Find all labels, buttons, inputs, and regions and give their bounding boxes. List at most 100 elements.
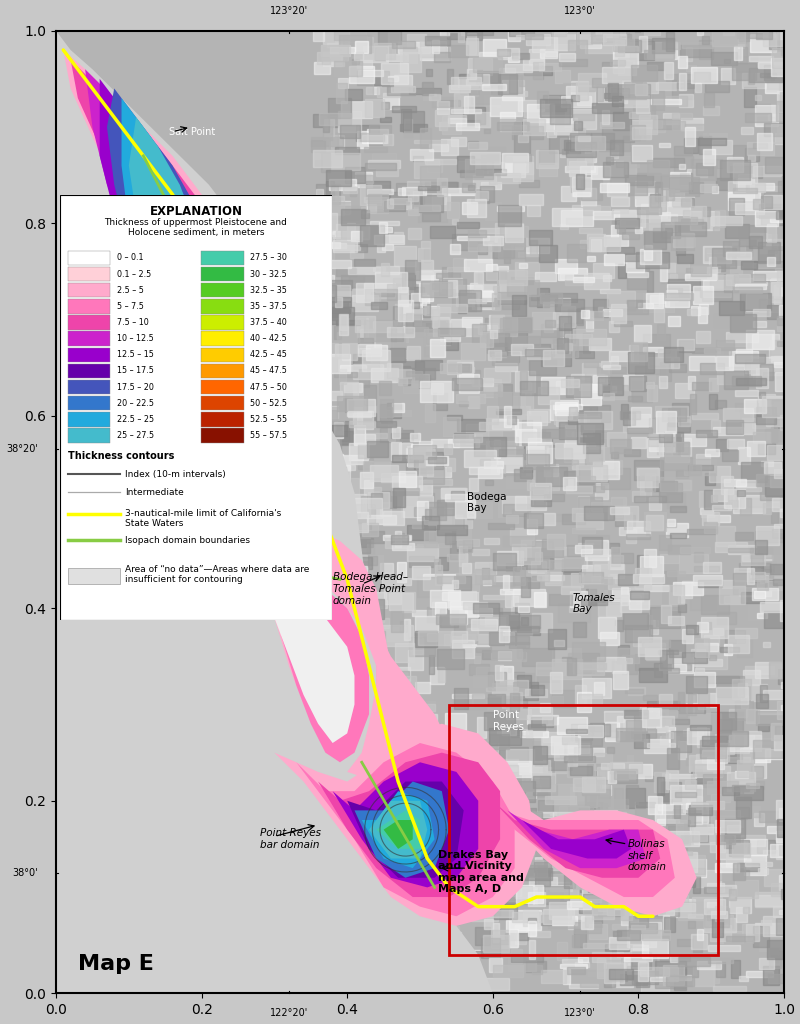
Bar	[686, 476, 703, 494]
Bar	[498, 450, 524, 456]
Bar	[355, 694, 386, 708]
Bar	[467, 33, 475, 53]
Bar	[758, 133, 772, 151]
Bar	[553, 311, 560, 329]
Bar	[688, 376, 695, 389]
Bar	[418, 210, 447, 222]
Bar	[722, 788, 743, 800]
Bar	[526, 962, 546, 973]
Bar	[696, 755, 722, 768]
Bar	[661, 605, 671, 623]
Bar	[388, 369, 411, 378]
Bar	[442, 187, 474, 196]
Bar	[753, 432, 771, 442]
Bar	[740, 748, 770, 762]
Bar	[780, 671, 796, 684]
Bar	[656, 606, 671, 626]
Bar	[687, 728, 710, 744]
Bar	[440, 609, 458, 627]
Bar	[320, 558, 335, 570]
Bar	[696, 652, 727, 669]
Bar	[645, 776, 654, 781]
Bar	[354, 538, 374, 547]
Bar	[634, 839, 656, 846]
Bar	[604, 969, 614, 987]
Bar	[588, 855, 611, 876]
Bar	[489, 633, 516, 645]
Bar	[358, 71, 383, 77]
Bar	[555, 547, 587, 567]
Bar	[549, 902, 571, 919]
Bar	[357, 131, 368, 148]
Bar	[670, 196, 694, 205]
Bar	[469, 71, 482, 82]
Bar	[440, 948, 465, 953]
Bar	[374, 919, 404, 937]
Bar	[382, 579, 411, 586]
Bar	[571, 725, 604, 735]
Bar	[618, 770, 629, 779]
Bar	[558, 128, 585, 134]
Bar	[647, 701, 678, 710]
Bar	[338, 332, 359, 342]
Bar	[630, 591, 649, 599]
Bar	[448, 365, 470, 371]
Bar	[449, 281, 458, 297]
Text: Drakes Bay
and Vicinity
map area and
Maps A, D: Drakes Bay and Vicinity map area and Map…	[438, 850, 524, 894]
Bar	[524, 67, 553, 75]
Bar	[502, 727, 517, 735]
Bar	[468, 837, 486, 846]
Bar	[661, 263, 689, 282]
Bar	[598, 657, 625, 672]
Bar	[763, 850, 777, 857]
Bar	[398, 534, 404, 538]
Bar	[411, 609, 440, 615]
Bar	[657, 834, 668, 844]
Bar	[407, 768, 427, 785]
Bar	[558, 53, 575, 60]
Bar	[402, 272, 415, 289]
Bar	[554, 414, 586, 424]
Bar	[506, 476, 531, 488]
Bar	[713, 628, 723, 636]
Bar	[596, 799, 628, 809]
Bar	[452, 219, 458, 223]
Bar	[704, 93, 714, 108]
Bar	[579, 384, 597, 390]
Bar	[334, 372, 358, 377]
Bar	[527, 708, 552, 719]
Bar	[532, 965, 542, 974]
Bar	[766, 66, 786, 82]
Bar	[550, 399, 578, 420]
Bar	[367, 592, 386, 599]
Bar	[322, 58, 330, 65]
Bar	[518, 135, 528, 142]
Bar	[550, 103, 570, 124]
Bar	[700, 740, 726, 758]
Bar	[643, 982, 650, 986]
Bar	[423, 93, 436, 100]
Bar	[400, 622, 407, 632]
Bar	[642, 640, 670, 646]
Bar	[428, 509, 454, 525]
Bar	[398, 313, 421, 325]
Bar	[781, 46, 800, 55]
Bar	[590, 462, 602, 478]
Text: Pacific Ocean: Pacific Ocean	[85, 462, 170, 475]
Bar	[759, 811, 782, 822]
Bar	[582, 578, 612, 585]
Bar	[626, 300, 649, 314]
Bar	[730, 166, 762, 178]
Bar	[732, 62, 756, 80]
Bar	[724, 643, 732, 655]
Bar	[690, 713, 722, 732]
Bar	[760, 685, 766, 702]
Bar	[717, 712, 737, 729]
Bar	[429, 655, 434, 674]
Bar	[538, 245, 557, 262]
Bar	[357, 811, 371, 828]
Bar	[576, 141, 598, 147]
Bar	[540, 293, 562, 302]
Bar	[668, 615, 683, 625]
Bar	[492, 759, 518, 775]
